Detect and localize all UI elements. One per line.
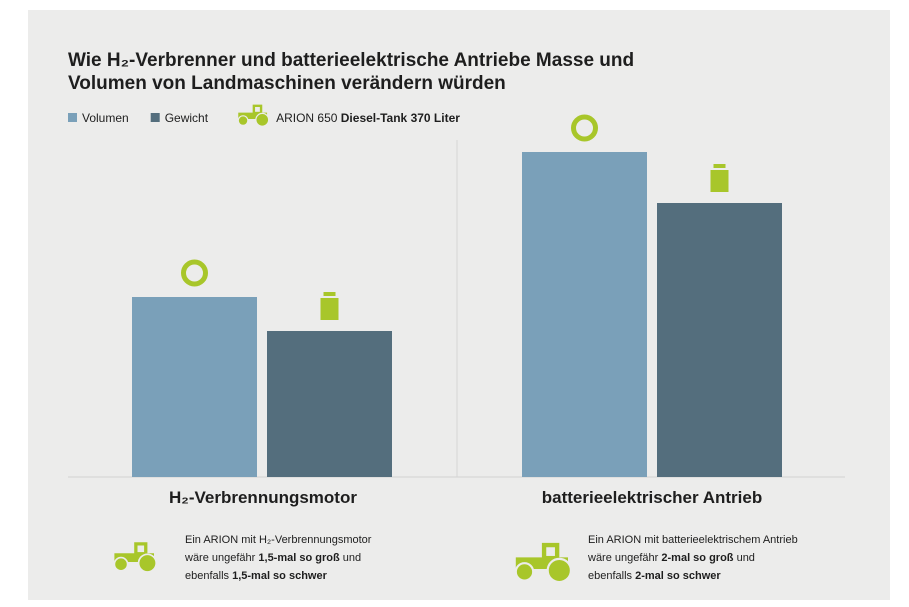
note-text: wäre ungefähr <box>587 552 661 564</box>
note-line: ebenfalls 2-mal so schwer <box>588 570 721 582</box>
weight-icon-top <box>713 164 726 168</box>
note-line: ebenfalls 1,5-mal so schwer <box>185 570 328 582</box>
tractor-wheel <box>237 115 249 127</box>
legend-swatch <box>68 113 77 122</box>
chart-title: Wie H₂-Verbrenner und batterieelektrisch… <box>68 50 634 71</box>
note-text: 1,5-mal so groß <box>258 552 340 564</box>
bar <box>657 203 782 477</box>
note-text: Ein ARION mit H₂-Verbrennungsmotor <box>185 534 372 546</box>
chart-title: Volumen von Landmaschinen verändern würd… <box>68 73 506 94</box>
note-text: und <box>734 552 755 564</box>
note-text: 2-mal so schwer <box>635 570 721 582</box>
note-line: wäre ungefähr 1,5-mal so groß und <box>184 552 361 564</box>
tractor-window <box>255 107 260 112</box>
tractor-icon <box>237 104 270 127</box>
note-line: Ein ARION mit batterieelektrischem Antri… <box>588 534 798 546</box>
volume-icon <box>181 259 208 287</box>
note-line: Ein ARION mit H₂-Verbrennungsmotor <box>185 534 372 546</box>
x-tick-label: H₂-Verbrennungsmotor <box>169 488 357 507</box>
x-tick-label: batterieelektrischer Antrieb <box>542 488 762 507</box>
tractor-icon <box>514 542 572 584</box>
legend-label: Gewicht <box>165 111 209 125</box>
note-text: ebenfalls <box>185 570 232 582</box>
note-text: 2-mal so groß <box>661 552 733 564</box>
weight-icon-top <box>323 292 336 296</box>
tractor-wheel <box>514 562 535 582</box>
tractor-window <box>137 545 145 553</box>
note-line: wäre ungefähr 2-mal so groß und <box>587 552 755 564</box>
note-text: ebenfalls <box>588 570 635 582</box>
volume-icon <box>571 114 598 142</box>
note-text: Ein ARION mit batterieelektrischem Antri… <box>588 534 798 546</box>
legend-label: Volumen <box>82 111 129 125</box>
note-text: und <box>340 552 361 564</box>
legend-note-bold: Diesel-Tank 370 Liter <box>341 111 460 125</box>
weight-icon-body <box>320 298 339 320</box>
tractor-window <box>546 547 555 556</box>
tractor-wheel <box>137 553 158 573</box>
note-text: wäre ungefähr <box>184 552 258 564</box>
bar <box>132 297 257 477</box>
tractor-wheel <box>546 557 572 584</box>
tractor-wheel <box>113 556 129 572</box>
legend-note-text: ARION 650 <box>276 111 338 125</box>
bar <box>522 152 647 477</box>
legend-note: ARION 650 Diesel-Tank 370 Liter <box>276 111 460 125</box>
note-text: 1,5-mal so schwer <box>232 570 327 582</box>
legend-swatch <box>150 113 160 122</box>
tractor-wheel <box>255 112 270 127</box>
weight-icon-body <box>710 170 729 192</box>
bar <box>267 331 392 477</box>
